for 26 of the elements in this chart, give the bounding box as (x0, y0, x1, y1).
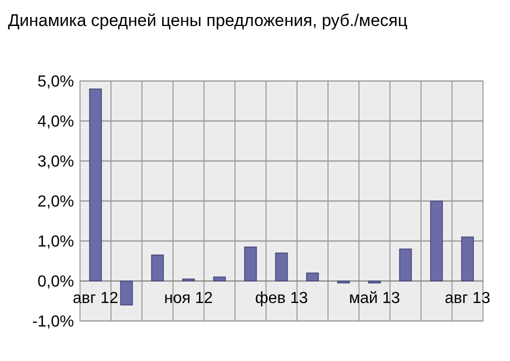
x-tick-label: авг 12 (72, 290, 118, 307)
bar (120, 280, 133, 306)
bar (368, 280, 381, 284)
y-tick-label: 1,0% (38, 234, 74, 251)
bar (337, 280, 350, 284)
y-tick-label: 2,0% (38, 194, 74, 211)
bar (430, 200, 443, 282)
y-tick-label: 4,0% (38, 114, 74, 131)
bar (306, 272, 319, 282)
x-tick-label: май 13 (348, 290, 400, 307)
bar (244, 246, 257, 282)
bar (275, 252, 288, 282)
bar (182, 278, 195, 282)
bar (399, 248, 412, 282)
y-tick-label: 3,0% (38, 154, 74, 171)
bar (461, 236, 474, 282)
bar (89, 88, 102, 282)
x-tick-label: фев 13 (255, 290, 308, 307)
bar (151, 254, 164, 282)
y-tick-label: 5,0% (38, 74, 74, 91)
y-tick-label: 0,0% (38, 274, 74, 291)
bar (213, 276, 226, 282)
chart-title: Динамика средней цены предложения, руб./месяц (8, 11, 408, 30)
x-tick-label: авг 13 (444, 290, 490, 307)
y-tick-label: -1,0% (32, 314, 74, 331)
x-tick-label: ноя 12 (164, 290, 213, 307)
